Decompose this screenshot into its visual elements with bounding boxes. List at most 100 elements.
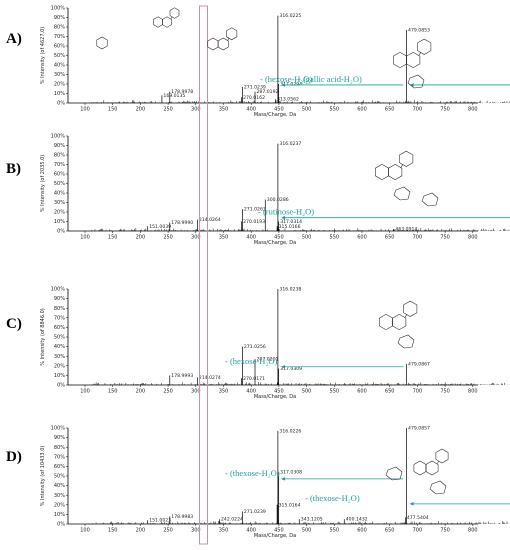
- y-tick-label: 20%: [54, 210, 65, 216]
- y-tick-label: 0%: [57, 383, 65, 389]
- x-tick-label: 650: [385, 235, 395, 241]
- loss-label: - (hexose-H₂O): [260, 74, 312, 84]
- ring-a: [153, 16, 163, 28]
- ring-a: [375, 163, 389, 181]
- peak-label: 270.0193: [243, 219, 265, 225]
- y-tick-label: 20%: [54, 502, 65, 508]
- ring-a: [413, 460, 427, 476]
- y-tick-label: 40%: [54, 191, 65, 197]
- peak-label: 315.0164: [279, 502, 301, 508]
- bond: [418, 52, 422, 56]
- peak-label: 479.0867: [408, 361, 430, 367]
- y-tick-label: 60%: [54, 464, 65, 470]
- panel-label: A): [6, 31, 22, 47]
- peak-label: 169.0135: [163, 93, 185, 99]
- loss-label: - (thexose-H₂O): [305, 493, 360, 503]
- loss-label: - (gallic acid-H₂O): [298, 74, 362, 84]
- structure-A-fragment-magenta: [153, 7, 180, 28]
- y-tick-label: 90%: [54, 296, 65, 302]
- y-tick-label: 80%: [54, 153, 65, 159]
- x-axis-title: Mass/Charge, Da: [254, 394, 296, 400]
- y-tick-label: 90%: [54, 143, 65, 149]
- peak-label: 313.0562: [277, 97, 299, 103]
- x-tick-label: 500: [302, 528, 312, 534]
- peak-label: 271.0263: [244, 207, 266, 213]
- y-tick-label: 60%: [54, 172, 65, 178]
- y-tick-label: 20%: [54, 82, 65, 88]
- bond: [400, 164, 404, 168]
- y-axis-title: % Intensity (of 8846.0): [40, 308, 46, 366]
- loss-label: - (rutinose-H₂O): [258, 207, 314, 217]
- loss-label: - (thexose-H₂O): [225, 468, 280, 478]
- ring-c: [406, 51, 421, 69]
- peak-label: 479.0853: [408, 27, 430, 33]
- x-tick-label: 550: [330, 389, 340, 395]
- sugar-ring: [421, 192, 439, 207]
- ring-c: [388, 163, 403, 181]
- x-tick-label: 650: [385, 389, 395, 395]
- y-tick-label: 80%: [54, 306, 65, 312]
- x-tick-label: 550: [330, 235, 340, 241]
- y-tick-label: 80%: [54, 25, 65, 31]
- structure-A-main: [393, 38, 432, 69]
- bond: [436, 460, 440, 465]
- loss-arrowhead: [281, 215, 286, 220]
- peak-label: 178.9983: [171, 514, 193, 520]
- x-tick-label: 450: [274, 107, 284, 113]
- peak-label: 315.0166: [279, 224, 301, 230]
- y-tick-label: 10%: [54, 373, 65, 379]
- peak-label: 271.0239: [244, 509, 266, 515]
- peak-label: 463.0914: [395, 227, 417, 233]
- y-tick-label: 70%: [54, 34, 65, 40]
- x-tick-label: 800: [468, 235, 478, 241]
- x-tick-label: 650: [385, 528, 395, 534]
- x-tick-label: 750: [440, 528, 450, 534]
- y-tick-label: 100%: [51, 426, 66, 432]
- x-tick-label: 600: [357, 389, 367, 395]
- loss-arrowhead: [281, 83, 286, 87]
- x-tick-label: 250: [163, 389, 173, 395]
- x-tick-label: 200: [136, 528, 146, 534]
- x-tick-label: 600: [357, 235, 367, 241]
- y-tick-label: 90%: [54, 15, 65, 21]
- peak-label: 214.0264: [199, 217, 221, 223]
- y-tick-label: 100%: [51, 6, 66, 12]
- sugar-ring: [393, 186, 411, 201]
- peak-label: 317.0308: [280, 470, 302, 476]
- x-tick-label: 400: [246, 107, 256, 113]
- ring-b: [403, 300, 418, 317]
- ring-c: [217, 37, 229, 51]
- structure-A-aglycone: [207, 27, 238, 51]
- y-tick-label: 70%: [54, 162, 65, 168]
- ring-b: [435, 448, 449, 464]
- x-tick-label: 350: [219, 235, 229, 241]
- x-tick-label: 800: [468, 389, 478, 395]
- ring-c: [392, 313, 407, 331]
- loss-arrowhead: [409, 502, 414, 506]
- y-axis-title: % Intensity (of 10433.0): [40, 446, 46, 507]
- x-tick-label: 150: [108, 235, 118, 241]
- y-tick-label: 80%: [54, 445, 65, 451]
- x-tick-label: 350: [219, 528, 229, 534]
- sugar-ring: [397, 334, 415, 349]
- y-tick-label: 10%: [54, 91, 65, 97]
- spectra-panels: A) 0% 10% 20% 30% 40% 50% 60% 70% 80% 90% 100% 100 15…: [6, 6, 510, 539]
- x-tick-label: 100: [80, 107, 90, 113]
- ring-b: [226, 27, 238, 41]
- y-tick-label: 100%: [51, 134, 66, 140]
- gallic-acid-ring: [96, 36, 108, 50]
- peak-label: 271.0256: [244, 344, 266, 350]
- peak-label: 316.0237: [279, 141, 301, 147]
- y-tick-label: 30%: [54, 493, 65, 499]
- peak-label: 400.1432: [346, 517, 368, 523]
- x-tick-label: 500: [302, 389, 312, 395]
- y-tick-label: 70%: [54, 315, 65, 321]
- x-tick-label: 100: [80, 235, 90, 241]
- x-tick-label: 400: [246, 235, 256, 241]
- y-tick-label: 0%: [57, 101, 65, 107]
- spectrum-panel-4: D) 0% 10% 20% 30% 40% 50% 60% 70% 80% 90% 100% 100 15…: [6, 426, 510, 539]
- x-tick-label: 200: [136, 389, 146, 395]
- peak-label: 316.0225: [279, 13, 301, 19]
- x-tick-label: 300: [191, 235, 201, 241]
